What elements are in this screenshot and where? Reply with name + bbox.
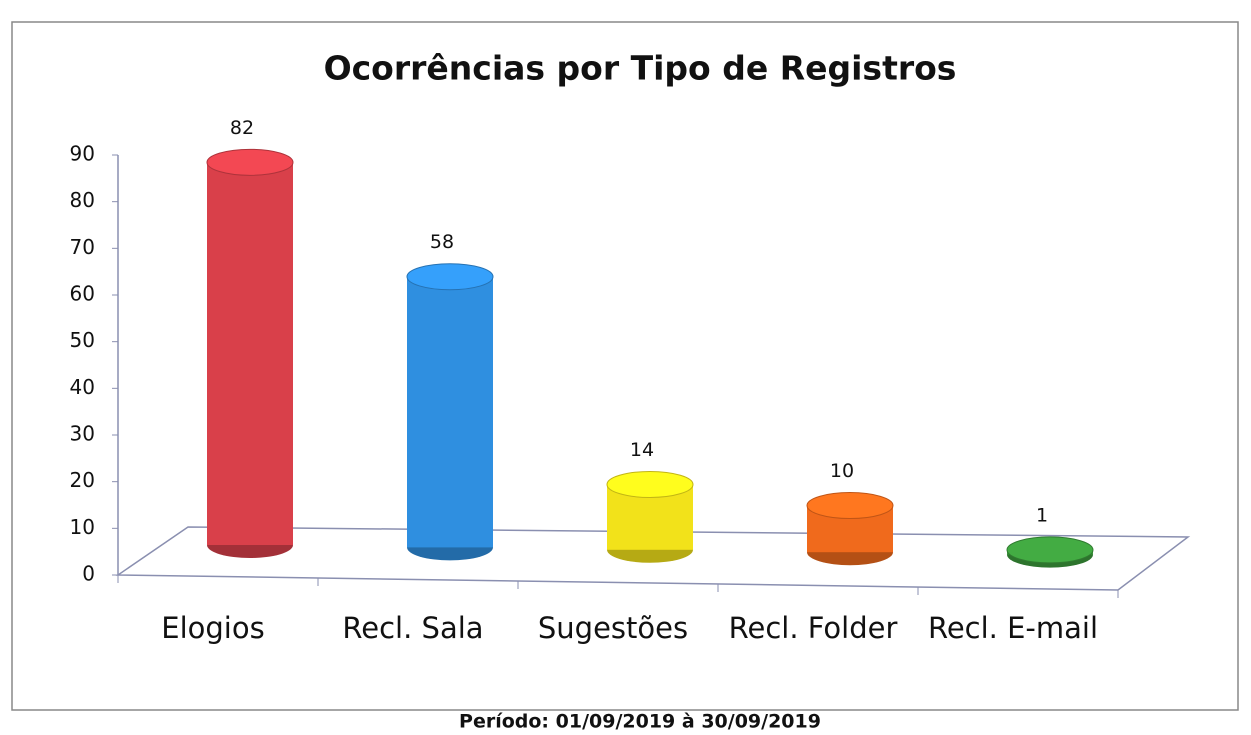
y-tick-label: 90	[70, 142, 95, 166]
y-tick-label: 70	[70, 235, 95, 259]
y-tick-label: 10	[70, 515, 95, 539]
y-tick-label: 0	[82, 562, 95, 586]
bar	[407, 276, 493, 548]
y-tick-label: 30	[70, 422, 95, 446]
bar-top	[806, 492, 894, 520]
y-tick-label: 60	[70, 282, 95, 306]
chart-frame	[11, 21, 1239, 711]
value-label: 14	[630, 439, 654, 461]
y-tick-label: 20	[70, 468, 95, 492]
y-tick-label: 80	[70, 188, 95, 212]
bar	[207, 162, 293, 546]
x-tick-label: Recl. Sala	[342, 611, 483, 645]
value-label: 10	[830, 460, 854, 482]
x-tick-label: Elogios	[161, 611, 264, 645]
footer: Período: 01/09/2019 à 30/09/2019	[459, 711, 821, 733]
bar-top	[206, 148, 294, 176]
chart-title: Ocorrências por Tipo de Registros	[324, 49, 957, 88]
value-label: 82	[230, 117, 254, 139]
x-tick-label: Recl. E-mail	[928, 611, 1098, 645]
bar-top	[606, 470, 694, 498]
value-label: 58	[430, 231, 454, 253]
bar-top	[406, 263, 494, 291]
y-tick-label: 40	[70, 375, 95, 399]
value-label: 1	[1036, 504, 1048, 526]
x-tick-label: Recl. Folder	[729, 611, 898, 645]
x-tick-label: Sugestões	[538, 611, 688, 645]
bar-top	[1006, 536, 1094, 564]
y-tick-label: 50	[70, 328, 95, 352]
